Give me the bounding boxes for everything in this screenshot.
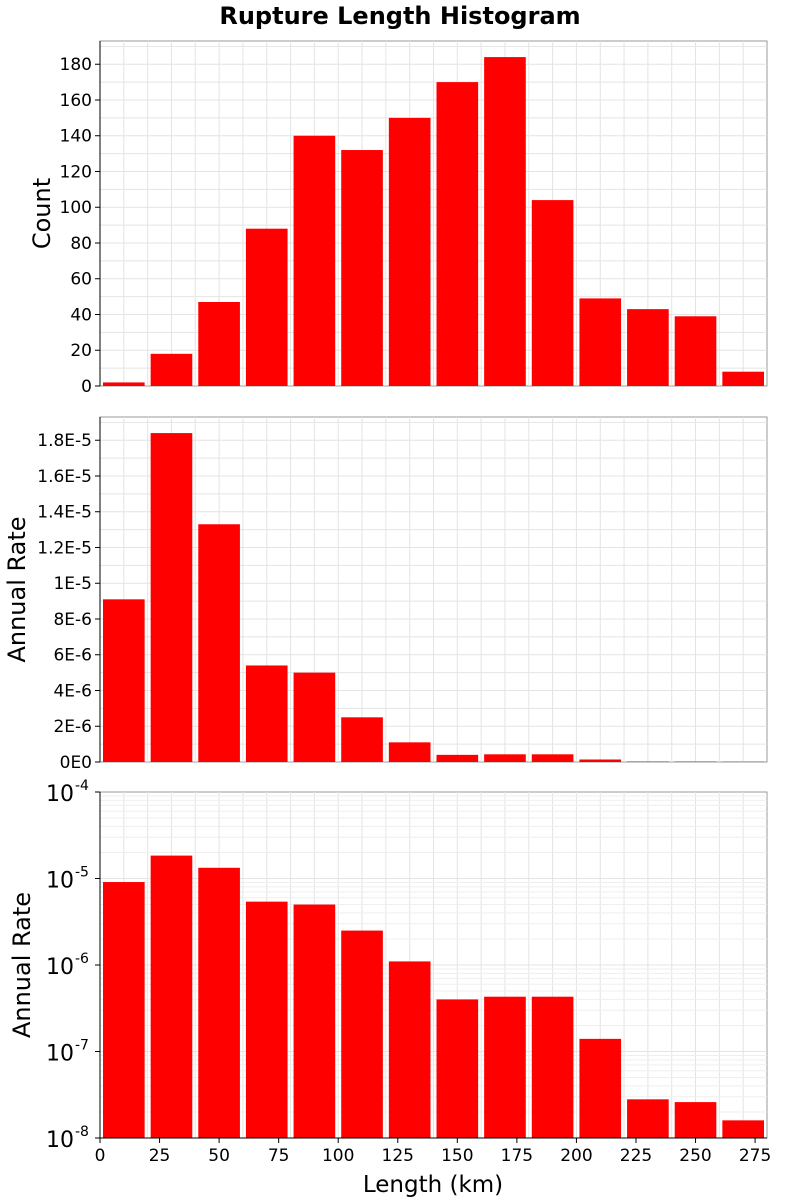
- y-tick-label: 120: [60, 162, 92, 182]
- bar: [341, 150, 383, 386]
- bar: [674, 1102, 717, 1138]
- y-tick-label: 1.8E-5: [37, 431, 92, 451]
- bar: [150, 353, 193, 386]
- panel-2: 0E0 2E-6 4E-6 6E-6 8E-6 1E-5 1.2E-5 1.4E-5 1.6E-…: [3, 416, 768, 773]
- bar: [436, 754, 479, 762]
- bar: [103, 382, 145, 386]
- bar: [531, 754, 574, 762]
- bar: [293, 135, 336, 386]
- bar: [341, 717, 383, 762]
- y-tick-label: 160: [60, 91, 92, 111]
- y-tick-label: 6E-6: [53, 646, 92, 666]
- x-tick-label: 275: [739, 1146, 771, 1166]
- y-tick-label: 1.2E-5: [37, 538, 92, 558]
- bar: [531, 996, 574, 1138]
- y-tick-label: 40: [70, 305, 92, 325]
- y-axis-label: Annual Rate: [8, 892, 36, 1038]
- bar: [388, 117, 431, 386]
- y-tick-label: 10: [46, 869, 74, 894]
- chart-title: Rupture Length Histogram: [219, 2, 580, 30]
- panel-1: 0 20 40 60 80 100 120 140 160 180 Count: [28, 40, 768, 397]
- y-tick-exponent: -6: [75, 951, 89, 967]
- y-tick-label: 10: [46, 1042, 74, 1067]
- x-tick-label: 0: [95, 1146, 106, 1166]
- bar: [579, 298, 622, 386]
- y-tick-label: 100: [60, 198, 92, 218]
- x-axis-label: Length (km): [363, 1172, 503, 1198]
- bar: [198, 867, 240, 1138]
- bar: [388, 961, 431, 1138]
- y-tick-label: 0: [81, 377, 92, 397]
- bar: [150, 433, 193, 762]
- y-tick-label: 180: [60, 55, 92, 75]
- bar: [150, 855, 193, 1138]
- y-tick-exponent: -5: [75, 865, 89, 881]
- y-tick-label: 0E0: [60, 753, 92, 773]
- y-tick-exponent: -7: [75, 1038, 89, 1054]
- bar: [103, 599, 145, 762]
- bar: [722, 371, 764, 386]
- bar: [436, 82, 479, 387]
- bar: [627, 761, 669, 762]
- y-tick-label: 4E-6: [53, 681, 92, 701]
- bar: [674, 316, 717, 386]
- y-tick-label: 140: [60, 127, 92, 147]
- x-tick-label: 250: [679, 1146, 711, 1166]
- bar: [531, 200, 574, 386]
- bar: [484, 57, 526, 387]
- y-tick-exponent: -4: [75, 778, 89, 794]
- bar: [627, 1099, 669, 1138]
- x-tick-label: 50: [208, 1146, 230, 1166]
- x-tick-label: 175: [501, 1146, 533, 1166]
- bar: [103, 882, 145, 1138]
- y-tick-label: 1E-5: [53, 574, 92, 594]
- bar: [627, 309, 669, 386]
- y-tick-label: 8E-6: [53, 610, 92, 630]
- bar: [293, 672, 336, 762]
- y-axis-label: Count: [28, 178, 56, 249]
- y-tick-label: 1.6E-5: [37, 467, 92, 487]
- bar: [484, 754, 526, 762]
- y-tick-exponent: -8: [75, 1124, 89, 1140]
- x-tick-label: 25: [149, 1146, 171, 1166]
- x-tick-label: 75: [268, 1146, 290, 1166]
- x-tick-label: 125: [382, 1146, 414, 1166]
- x-tick-label: 225: [620, 1146, 652, 1166]
- x-tick-label: 150: [441, 1146, 473, 1166]
- bar: [579, 759, 622, 762]
- y-tick-label: 10: [46, 955, 74, 980]
- x-tick-label: 100: [322, 1146, 354, 1166]
- y-tick-label: 60: [70, 270, 92, 290]
- bar: [436, 999, 479, 1138]
- bar: [198, 524, 240, 762]
- bar: [293, 904, 336, 1138]
- bar: [579, 1038, 622, 1138]
- y-tick-label: 80: [70, 234, 92, 254]
- y-tick-label: 10: [46, 782, 74, 807]
- bar: [245, 228, 288, 386]
- bar: [245, 901, 288, 1138]
- bar: [341, 930, 383, 1138]
- bar: [245, 665, 288, 762]
- x-tick-label: 200: [560, 1146, 592, 1166]
- y-tick-label: 10: [46, 1128, 74, 1153]
- y-tick-label: 20: [70, 341, 92, 361]
- bar: [198, 301, 240, 386]
- y-axis-label: Annual Rate: [3, 516, 31, 662]
- y-tick-label: 1.4E-5: [37, 503, 92, 523]
- bar: [722, 1120, 764, 1138]
- y-tick-label: 2E-6: [53, 717, 92, 737]
- bar: [484, 996, 526, 1138]
- bar: [388, 742, 431, 762]
